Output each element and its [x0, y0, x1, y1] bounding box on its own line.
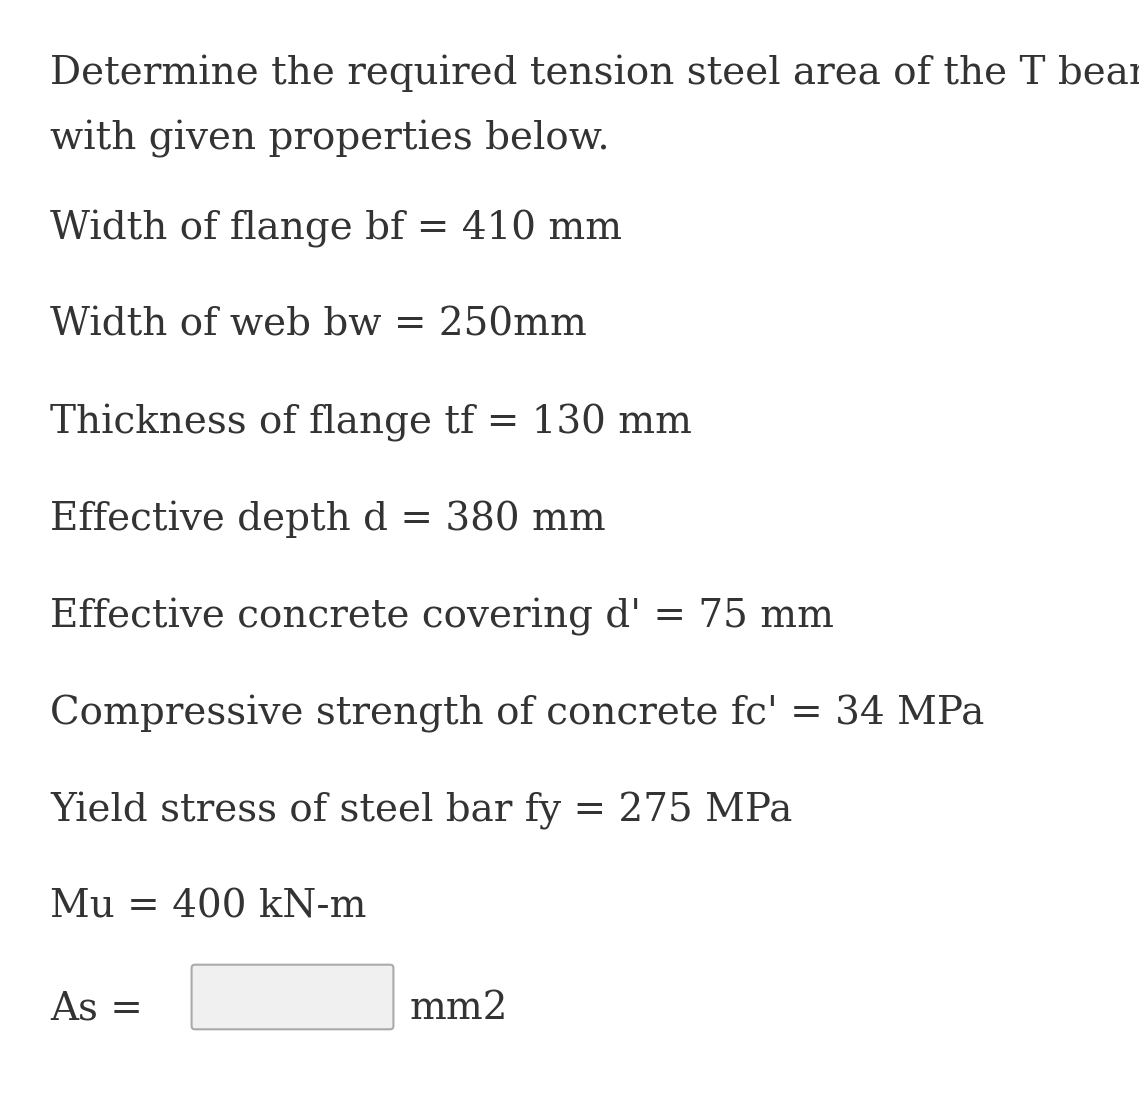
Text: Compressive strength of concrete fc' = 34 MPa: Compressive strength of concrete fc' = 3…: [50, 695, 984, 733]
Text: Effective concrete covering d' = 75 mm: Effective concrete covering d' = 75 mm: [50, 598, 834, 636]
Text: Width of flange bf = 410 mm: Width of flange bf = 410 mm: [50, 210, 622, 248]
Text: mm2: mm2: [410, 990, 508, 1027]
Text: Effective depth d = 380 mm: Effective depth d = 380 mm: [50, 501, 606, 538]
Text: Width of web bw = 250mm: Width of web bw = 250mm: [50, 307, 587, 344]
Text: with given properties below.: with given properties below.: [50, 120, 609, 158]
Text: Yield stress of steel bar fy = 275 MPa: Yield stress of steel bar fy = 275 MPa: [50, 792, 793, 829]
FancyBboxPatch shape: [191, 965, 393, 1029]
Text: As =: As =: [50, 990, 142, 1027]
Text: Mu = 400 kN-m: Mu = 400 kN-m: [50, 889, 367, 927]
Text: Determine the required tension steel area of the T beam: Determine the required tension steel are…: [50, 55, 1139, 93]
Text: Thickness of flange tf = 130 mm: Thickness of flange tf = 130 mm: [50, 404, 693, 442]
